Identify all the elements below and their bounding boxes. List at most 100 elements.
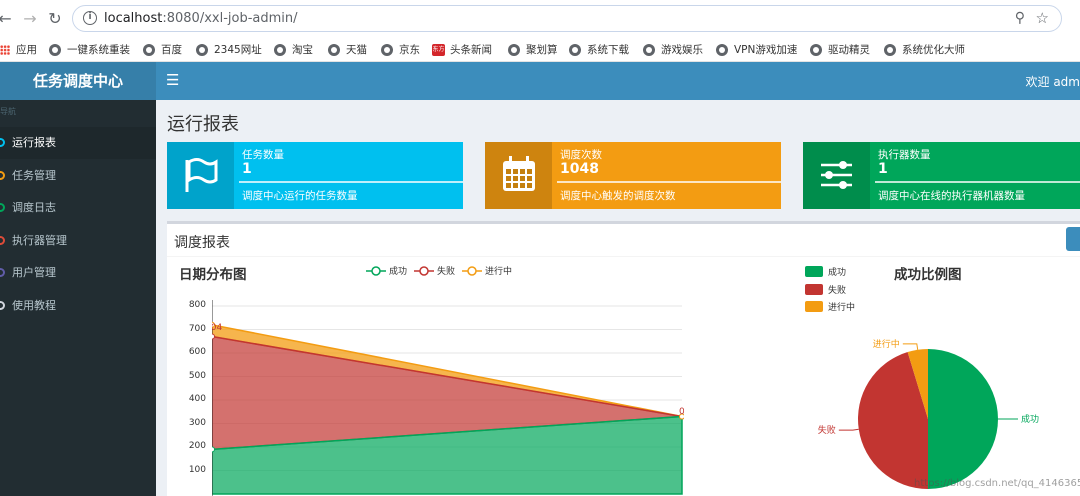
data-point: [212, 321, 215, 328]
bookmark-item[interactable]: 淘宝: [274, 42, 313, 57]
bookmark-item[interactable]: 百度: [143, 42, 182, 57]
forward-icon[interactable]: →: [23, 9, 37, 28]
pie-slice: [858, 352, 928, 489]
zoom-icon[interactable]: ⚲: [1014, 10, 1025, 26]
pie-legend-success[interactable]: 成功: [805, 265, 846, 278]
bookmark-item[interactable]: 系统下载: [569, 42, 629, 57]
menu-toggle-icon[interactable]: ☰: [166, 71, 180, 89]
legend-swatch: [805, 284, 823, 295]
pie-slice: [907, 349, 928, 419]
app-brand[interactable]: 任务调度中心: [0, 62, 156, 100]
pie-legend-running[interactable]: 进行中: [805, 300, 855, 313]
pie-label-line: [902, 343, 919, 350]
bookmark-item[interactable]: 聚划算: [508, 42, 558, 57]
browser-toolbar: ← → ↻ i localhost:8080/xxl-job-admin/ ⚲ …: [0, 0, 1080, 38]
sidebar-item-users[interactable]: 用户管理: [0, 257, 156, 289]
sidebar-item-report[interactable]: 运行报表: [0, 127, 156, 159]
reload-icon[interactable]: ↻: [48, 9, 62, 28]
sidebar-item-logs[interactable]: 调度日志: [0, 192, 156, 224]
y-tick-label: 500: [188, 370, 206, 381]
pie-slice: [928, 349, 998, 489]
watermark: https://blog.csdn.net/qq_41463655: [914, 478, 1080, 489]
globe-icon: [884, 43, 896, 56]
y-tick-label: 800: [188, 300, 206, 310]
bookmark-item[interactable]: 游戏娱乐: [643, 42, 703, 57]
sidebar-header: 导航: [0, 107, 16, 116]
y-tick-label: 700: [188, 323, 206, 334]
circle-icon: [0, 138, 5, 147]
page-title: 运行报表: [167, 114, 239, 135]
data-point: [212, 333, 215, 340]
apps-icon: [0, 44, 10, 55]
point-label: 0: [679, 407, 684, 417]
bookmark-item[interactable]: 系统优化大师: [884, 42, 965, 57]
bookmark-star-icon[interactable]: ☆: [1035, 9, 1049, 27]
line-legend-fail[interactable]: 失败: [414, 264, 455, 277]
user-welcome[interactable]: 欢迎 adm: [1025, 75, 1080, 89]
progress-bar: [557, 181, 781, 183]
y-tick-label: 400: [188, 394, 206, 404]
globe-icon: [49, 43, 61, 56]
site-info-icon[interactable]: i: [83, 11, 97, 25]
sliders-icon: [803, 142, 870, 209]
bookmark-item[interactable]: 京东: [381, 42, 420, 57]
flag-icon: [167, 142, 234, 209]
data-point: [679, 413, 684, 420]
info-box-executors: 执行器数量 1 调度中心在线的执行器机器数量: [803, 142, 1080, 209]
pie-label: 失败: [818, 424, 836, 436]
bookmark-item[interactable]: VPN游戏加速: [716, 42, 797, 57]
bookmark-item[interactable]: 驱动精灵: [810, 42, 870, 57]
circle-icon: [0, 203, 5, 212]
legend-marker: [414, 265, 434, 276]
legend-swatch: [805, 301, 823, 312]
toutiao-icon: 东方: [432, 43, 445, 56]
bookmark-item[interactable]: 天猫: [328, 42, 367, 57]
sidebar: 导航 运行报表 任务管理 调度日志 执行器管理 用户管理 使用教程: [0, 100, 156, 496]
globe-icon: [508, 43, 520, 56]
progress-bar: [239, 181, 463, 183]
sidebar-item-executors[interactable]: 执行器管理: [0, 225, 156, 257]
pie-legend-fail[interactable]: 失败: [805, 283, 846, 296]
bookmark-item[interactable]: 东方 头条新闻: [432, 43, 492, 56]
filter-button[interactable]: [1066, 227, 1080, 251]
globe-icon: [643, 43, 655, 56]
report-box-title: 调度报表: [174, 235, 230, 251]
line-chart-title: 日期分布图: [179, 267, 247, 283]
pie-label: 进行中: [873, 338, 900, 350]
globe-icon: [810, 43, 822, 56]
back-icon[interactable]: ←: [0, 9, 12, 28]
y-tick-label: 300: [188, 417, 206, 428]
point-label: 104: [212, 323, 222, 333]
pie-chart-title: 成功比例图: [894, 267, 962, 283]
globe-icon: [381, 43, 393, 56]
url-text: localhost:8080/xxl-job-admin/: [104, 11, 298, 26]
address-bar[interactable]: i localhost:8080/xxl-job-admin/ ⚲ ☆: [72, 5, 1062, 32]
sidebar-item-jobs[interactable]: 任务管理: [0, 160, 156, 192]
line-legend-running[interactable]: 进行中: [462, 264, 512, 277]
area-chart: 104 0: [212, 300, 684, 496]
area-series-success: [212, 415, 683, 495]
circle-icon: [0, 236, 5, 245]
sidebar-item-help[interactable]: 使用教程: [0, 290, 156, 322]
info-box-triggers: 调度次数 1048 调度中心触发的调度次数: [485, 142, 781, 209]
divider: [167, 256, 1080, 257]
globe-icon: [716, 43, 728, 56]
legend-marker: [366, 265, 386, 276]
bookmark-item[interactable]: 2345网址: [196, 42, 262, 57]
info-box-jobs: 任务数量 1 调度中心运行的任务数量: [167, 142, 463, 209]
app-topbar: ☰ 欢迎 adm: [156, 62, 1080, 100]
legend-marker: [462, 265, 482, 276]
pie-label-line: [838, 428, 859, 431]
bookmark-item[interactable]: 一键系统重装: [49, 42, 130, 57]
globe-icon: [143, 43, 155, 56]
line-legend-success[interactable]: 成功: [366, 264, 407, 277]
bookmark-apps[interactable]: 应用: [0, 42, 37, 57]
y-tick-label: 100: [188, 464, 206, 475]
bookmarks-bar: 应用 一键系统重装 百度 2345网址 淘宝 天猫 京东 东方 头条新闻 聚划算 …: [0, 38, 1080, 62]
circle-icon: [0, 171, 5, 180]
circle-icon: [0, 268, 5, 277]
pie-label: 成功: [1021, 413, 1039, 425]
globe-icon: [328, 43, 340, 56]
globe-icon: [196, 43, 208, 56]
